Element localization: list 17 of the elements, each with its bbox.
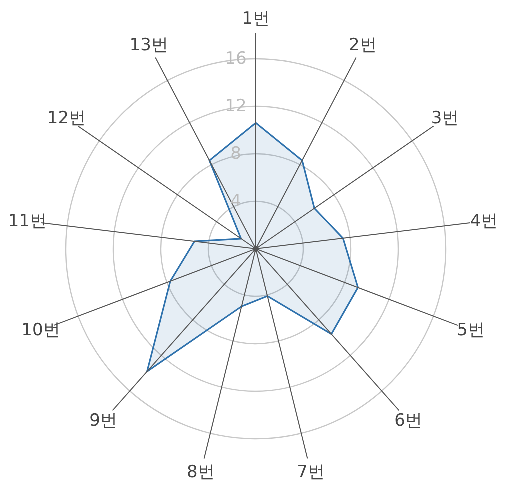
- y-tick-label: 12: [225, 96, 247, 116]
- spoke-label: 1번: [242, 9, 270, 29]
- spoke-label: 5번: [457, 320, 485, 341]
- spoke-label: 9번: [90, 411, 118, 432]
- y-tick-label: 4: [230, 192, 242, 212]
- spoke-label: 12번: [47, 108, 86, 128]
- spoke-label: 3번: [431, 108, 460, 128]
- spoke-label: 11번: [8, 211, 47, 232]
- spoke-label: 6번: [394, 411, 422, 432]
- spoke-label: 13번: [130, 35, 168, 56]
- spoke-label: 10번: [22, 320, 60, 341]
- spoke-label: 7번: [297, 462, 325, 482]
- y-tick-label: 8: [230, 144, 242, 164]
- spoke-label: 2번: [348, 35, 377, 56]
- spoke-label: 4번: [470, 211, 498, 232]
- y-tick-label: 16: [225, 49, 247, 69]
- spoke-label: 8번: [187, 462, 215, 482]
